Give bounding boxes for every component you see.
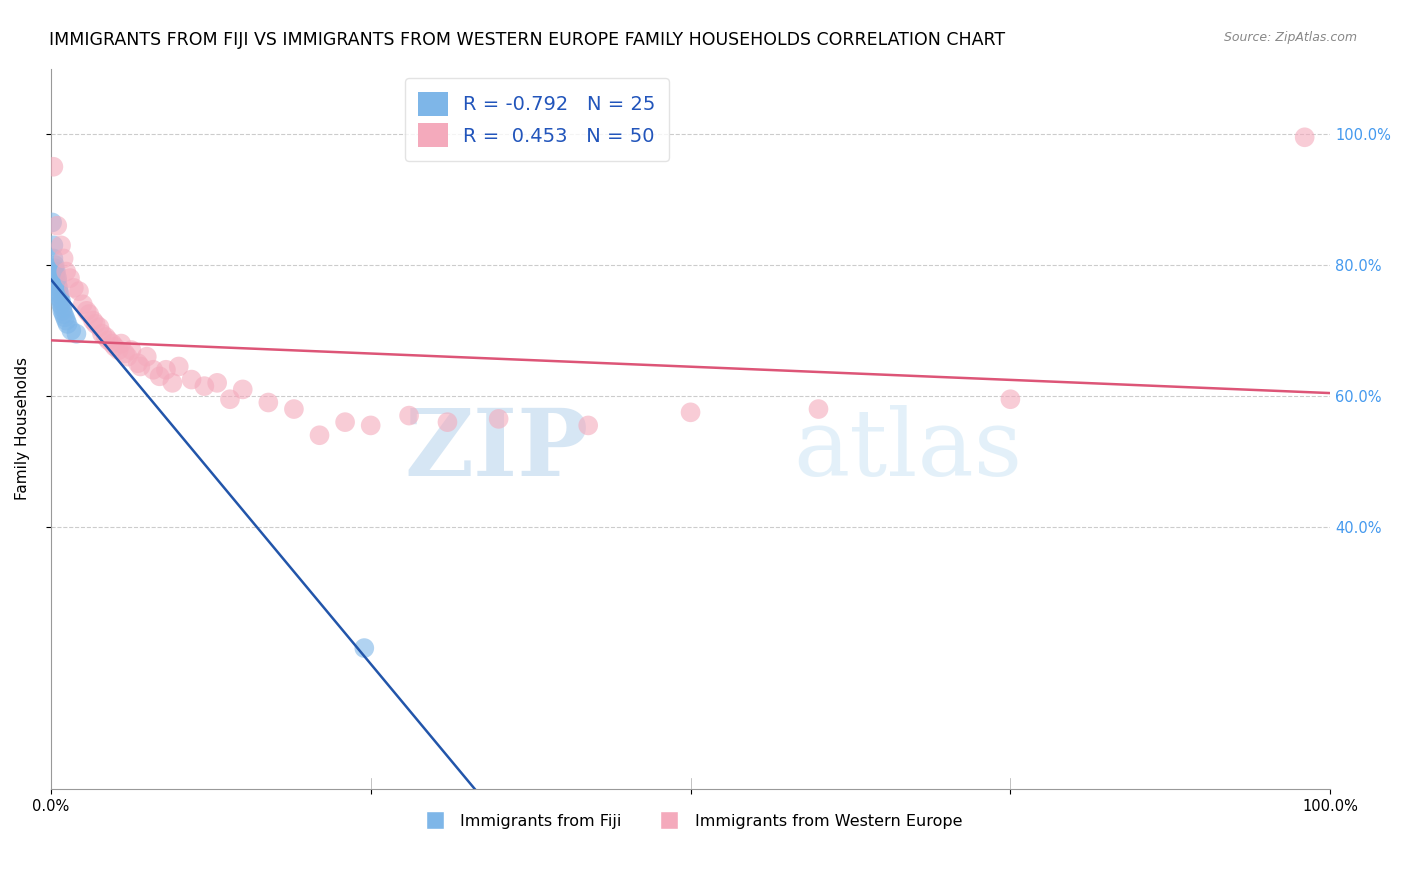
Point — [257, 395, 280, 409]
Point — [193, 379, 215, 393]
Point — [94, 330, 117, 344]
Point — [59, 271, 82, 285]
Point — [679, 405, 702, 419]
Point — [49, 297, 72, 311]
Point — [56, 317, 79, 331]
Text: atlas: atlas — [793, 405, 1022, 495]
Point — [46, 274, 69, 288]
Point — [60, 323, 83, 337]
Point — [155, 363, 177, 377]
Point — [104, 340, 127, 354]
Text: IMMIGRANTS FROM FIJI VS IMMIGRANTS FROM WESTERN EUROPE FAMILY HOUSEHOLDS CORRELA: IMMIGRANTS FROM FIJI VS IMMIGRANTS FROM … — [49, 31, 1005, 49]
Point — [42, 160, 65, 174]
Legend: Immigrants from Fiji, Immigrants from Western Europe: Immigrants from Fiji, Immigrants from We… — [412, 807, 969, 835]
Point — [49, 287, 72, 301]
Point — [42, 238, 65, 252]
Point — [162, 376, 184, 390]
Point — [114, 346, 136, 360]
Point — [142, 363, 165, 377]
Point — [67, 284, 90, 298]
Point — [1000, 392, 1022, 407]
Point — [49, 238, 72, 252]
Point — [167, 359, 190, 374]
Text: Source: ZipAtlas.com: Source: ZipAtlas.com — [1223, 31, 1357, 45]
Point — [219, 392, 242, 407]
Text: ZIP: ZIP — [404, 405, 588, 495]
Point — [308, 428, 330, 442]
Y-axis label: Family Households: Family Households — [15, 357, 30, 500]
Point — [807, 402, 830, 417]
Point — [576, 418, 599, 433]
Point — [110, 336, 132, 351]
Point — [63, 281, 86, 295]
Point — [84, 317, 107, 331]
Point — [49, 293, 72, 308]
Point — [101, 336, 124, 351]
Point — [205, 376, 228, 390]
Point — [436, 415, 458, 429]
Point — [149, 369, 172, 384]
Point — [51, 301, 73, 315]
Point — [45, 268, 67, 282]
Point — [45, 264, 67, 278]
Point — [129, 359, 152, 374]
Point — [82, 313, 104, 327]
Point — [232, 383, 254, 397]
Point — [46, 277, 69, 292]
Point — [97, 333, 120, 347]
Point — [89, 320, 111, 334]
Point — [120, 343, 142, 358]
Point — [52, 307, 75, 321]
Point — [488, 412, 510, 426]
Point — [135, 350, 157, 364]
Point — [55, 313, 77, 327]
Point — [42, 252, 65, 266]
Point — [65, 326, 87, 341]
Point — [72, 297, 94, 311]
Point — [53, 310, 76, 325]
Point — [55, 264, 77, 278]
Point — [180, 373, 202, 387]
Point — [333, 415, 356, 429]
Point — [283, 402, 305, 417]
Point — [44, 258, 66, 272]
Point — [117, 350, 139, 364]
Point — [51, 303, 73, 318]
Point — [76, 303, 98, 318]
Point — [49, 291, 72, 305]
Point — [360, 418, 382, 433]
Point — [52, 252, 75, 266]
Point — [107, 343, 129, 358]
Point — [353, 641, 375, 656]
Point — [48, 284, 70, 298]
Point — [48, 281, 70, 295]
Point — [1294, 130, 1316, 145]
Point — [77, 307, 100, 321]
Point — [46, 271, 69, 285]
Point — [46, 219, 69, 233]
Point — [398, 409, 420, 423]
Point — [127, 356, 149, 370]
Point — [91, 326, 114, 341]
Point — [41, 215, 63, 229]
Point — [44, 261, 66, 276]
